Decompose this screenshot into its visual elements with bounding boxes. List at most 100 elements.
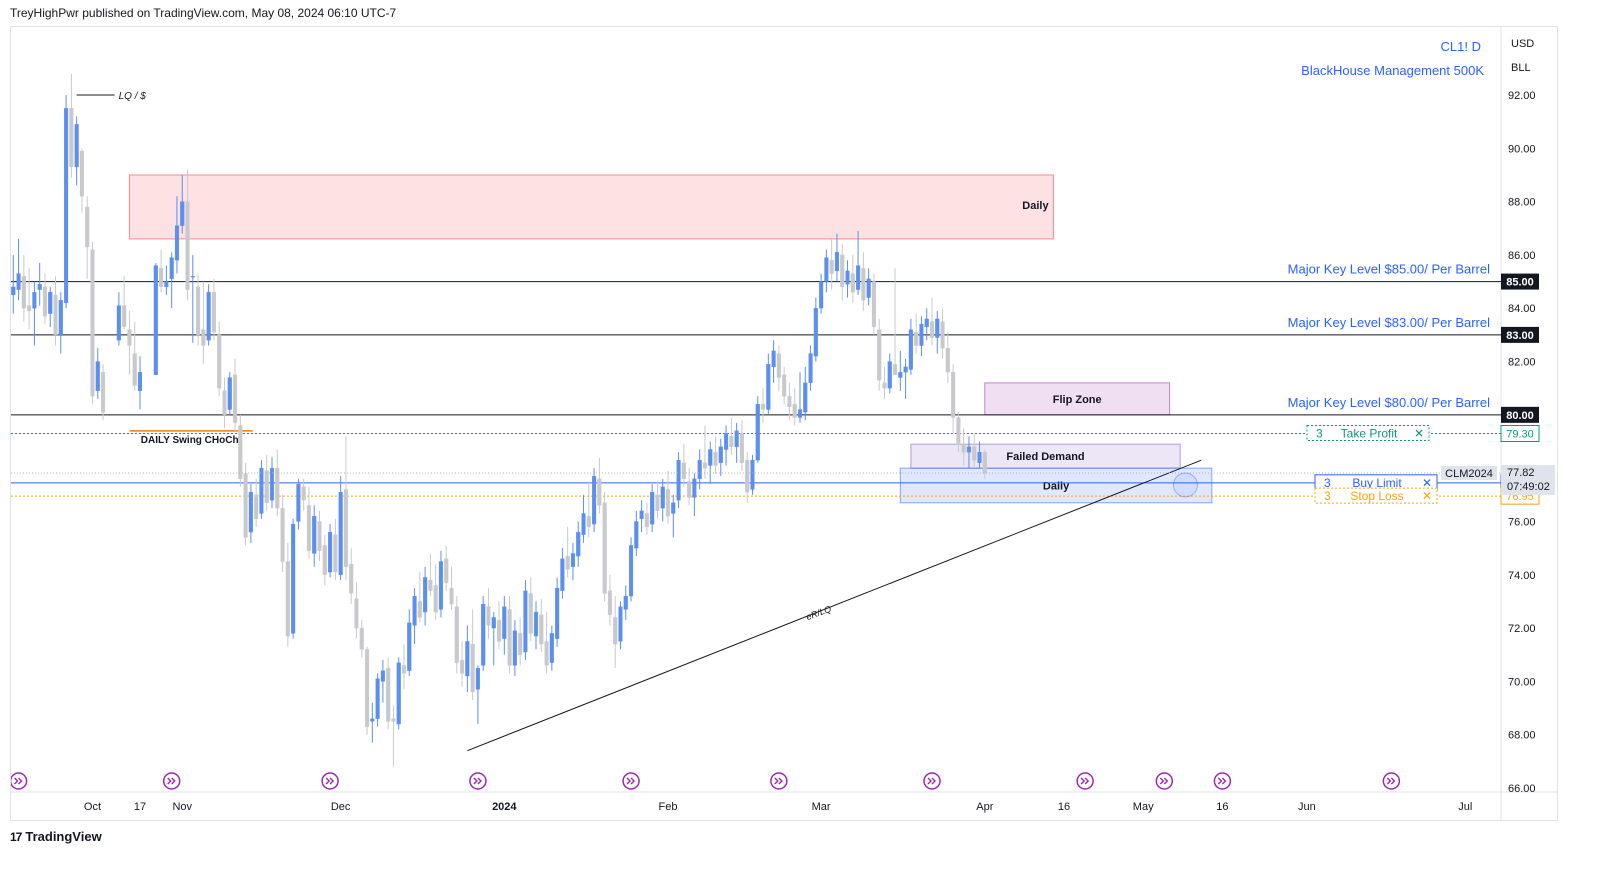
candle-body-163 [892, 364, 898, 376]
candle-body-178 [972, 446, 977, 461]
tradingview-logo-icon: 17 [10, 829, 22, 844]
candle-body-64 [370, 718, 375, 722]
zone-3 [899, 467, 1213, 504]
candle-body-89 [502, 606, 507, 639]
candle-body-112 [623, 595, 628, 610]
order-label-0: Take Profit [1341, 427, 1398, 441]
candle-body-56 [328, 531, 333, 573]
candle-body-170 [929, 321, 935, 338]
candle-body-1 [16, 273, 21, 290]
candle-body-6 [42, 286, 48, 317]
zone-1 [984, 382, 1171, 416]
order-qty-1: 3 [1324, 476, 1331, 490]
candle-body-168 [919, 324, 924, 346]
candle-body-25 [164, 281, 169, 288]
candle-body-93 [523, 590, 528, 653]
candle-body-99 [555, 587, 560, 639]
candle-body-59 [343, 489, 348, 567]
candle-body-127 [702, 462, 708, 469]
candle-body-174 [951, 372, 956, 418]
zone-label-0: Daily [1022, 200, 1049, 212]
cursor-highlight [1172, 472, 1198, 498]
candle-body-16 [95, 361, 100, 392]
candle-body-13 [79, 150, 84, 197]
candle-body-20 [127, 329, 132, 346]
x-tick-6: Mar [812, 801, 831, 813]
lq-annotation: LQ / $ [119, 91, 147, 102]
candle-body-44 [264, 470, 269, 503]
candle-body-31 [196, 286, 201, 336]
candle-body-19 [122, 305, 127, 328]
order-box-0 [1306, 425, 1430, 442]
er-lq-annotation: eR/LQ [805, 604, 833, 622]
candle-body-131 [724, 433, 729, 450]
event-icon-0[interactable] [11, 772, 28, 790]
candle-body-92 [518, 633, 523, 655]
candle-body-28 [180, 201, 185, 226]
candle-body-27 [174, 225, 180, 261]
candle-body-58 [338, 491, 343, 575]
event-icon-6[interactable] [923, 772, 941, 790]
event-icon-2[interactable] [321, 772, 339, 790]
published-by-header: TreyHighPwr published on TradingView.com… [10, 6, 396, 20]
event-icon-8[interactable] [1155, 772, 1174, 790]
zone-label-1: Flip Zone [1053, 394, 1102, 406]
candle-body-113 [628, 545, 634, 597]
order-close-icon-2: ✕ [1422, 489, 1432, 503]
event-icon-9[interactable] [1213, 772, 1232, 790]
key-level-tag-0: 85.00 [1506, 277, 1534, 289]
candle-body-121 [671, 502, 676, 514]
candle-body-158 [866, 278, 871, 298]
candle-body-53 [312, 515, 317, 554]
key-level-label-0: Major Key Level $85.00/ Per Barrel [1288, 262, 1490, 277]
unit-label: BLL [1511, 62, 1531, 74]
candle-body-75 [428, 579, 433, 591]
candle-body-86 [486, 606, 491, 626]
candle-body-37 [227, 377, 232, 410]
current-symbol: CLM2024 [1445, 468, 1493, 480]
candle-body-164 [898, 372, 903, 378]
event-icon-10[interactable] [1382, 772, 1401, 790]
candle-body-165 [903, 366, 908, 373]
tradingview-footer[interactable]: 17 TradingView [10, 829, 102, 844]
candle-body-12 [74, 124, 79, 168]
candlestick-chart[interactable]: Daily Flip Zone Failed Demand Daily Major Ke… [11, 27, 1557, 820]
event-icon-3[interactable] [469, 772, 487, 790]
candle-body-22 [137, 372, 143, 392]
candle-body-18 [116, 305, 121, 341]
candle-body-177 [966, 446, 972, 453]
candle-body-62 [359, 627, 364, 650]
chart-frame[interactable]: Daily Flip Zone Failed Demand Daily Major Ke… [10, 26, 1558, 821]
published-by-text: TreyHighPwr published on TradingView.com… [10, 6, 397, 20]
event-icon-7[interactable] [1076, 772, 1094, 790]
candle-body-125 [692, 478, 697, 498]
candle-body-63 [364, 649, 370, 727]
order-tag-bg-0 [1500, 425, 1540, 443]
candle-body-143 [787, 396, 792, 408]
event-icon-5[interactable] [770, 772, 788, 790]
candle-body-180 [982, 452, 987, 474]
candle-body-115 [639, 510, 644, 519]
event-icon-4[interactable] [622, 772, 640, 790]
candle-body-116 [644, 513, 649, 527]
candle-body-68 [391, 718, 396, 722]
event-icon-1[interactable] [162, 772, 181, 790]
candle-body-145 [797, 409, 803, 418]
candle-body-74 [423, 577, 428, 613]
candle-body-120 [665, 489, 671, 517]
x-tick-0: Oct [84, 801, 101, 813]
candle-body-94 [528, 593, 533, 634]
key-level-tag-bg-2 [1501, 406, 1539, 423]
candle-body-141 [776, 353, 781, 378]
candle-body-52 [306, 505, 312, 551]
candle-body-153 [840, 254, 845, 288]
candle-body-51 [301, 486, 306, 501]
candle-body-128 [708, 449, 713, 466]
x-tick-11: Jun [1298, 801, 1316, 813]
candle-body-160 [877, 329, 882, 381]
candle-body-39 [238, 425, 243, 479]
candle-body-119 [660, 486, 665, 509]
candle-body-80 [454, 606, 459, 663]
candle-body-110 [613, 617, 618, 645]
current-price-tag: 77.82 [1507, 467, 1535, 479]
